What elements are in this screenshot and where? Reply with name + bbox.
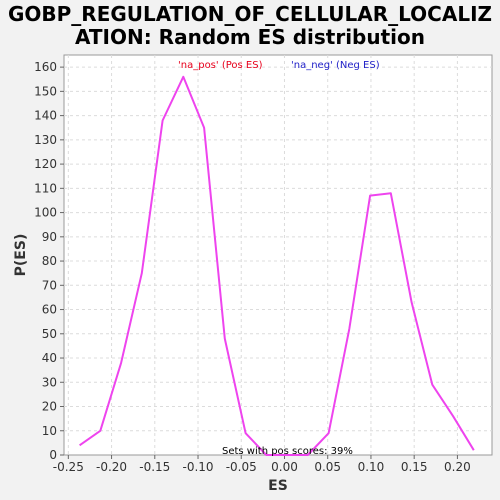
x-tick-label: -0.15 xyxy=(139,460,170,474)
y-tick-label: 60 xyxy=(42,303,57,317)
y-tick-label: 110 xyxy=(34,181,57,195)
x-axis-label: ES xyxy=(268,478,288,494)
y-tick-label: 20 xyxy=(42,400,57,414)
x-tick-label: 0.00 xyxy=(271,460,298,474)
y-tick-label: 30 xyxy=(42,375,57,389)
legend-entry-na-neg: 'na_neg' (Neg ES) xyxy=(291,60,380,71)
x-tick-label: 0.05 xyxy=(314,460,341,474)
x-tick-label: -0.25 xyxy=(53,460,84,474)
series-layer xyxy=(79,75,475,456)
chart-title-line-2: ATION: Random ES distribution xyxy=(75,25,425,49)
axes: 0 10 20 30 40 50 60 70 80 90 100 110 120 130 140 150 160… xyxy=(34,60,471,474)
y-tick-label: 50 xyxy=(42,327,57,341)
y-tick-label: 120 xyxy=(34,157,57,171)
y-tick-label: 40 xyxy=(42,351,57,365)
grid-lines xyxy=(64,55,492,455)
y-tick-label: 100 xyxy=(34,206,57,220)
y-tick-label: 130 xyxy=(34,133,57,147)
y-tick-label: 140 xyxy=(34,109,57,123)
x-tick-label: -0.05 xyxy=(226,460,257,474)
x-tick-label: 0.15 xyxy=(401,460,428,474)
y-tick-label: 0 xyxy=(49,448,57,462)
x-tick-label: 0.20 xyxy=(444,460,471,474)
x-tick-label: 0.10 xyxy=(358,460,385,474)
pos-scores-annotation: Sets with pos scores: 39% xyxy=(222,446,353,457)
y-tick-label: 70 xyxy=(42,278,57,292)
y-tick-label: 150 xyxy=(34,84,57,98)
y-tick-label: 80 xyxy=(42,254,57,268)
chart-title-line-1: GOBP_REGULATION_OF_CELLULAR_LOCALIZ xyxy=(8,2,492,26)
legend-entry-na-pos: 'na_pos' (Pos ES) xyxy=(178,60,263,71)
y-tick-label: 90 xyxy=(42,230,57,244)
series-line-0 xyxy=(79,75,475,456)
plot-area xyxy=(63,54,493,456)
x-tick-label: -0.10 xyxy=(182,460,213,474)
y-tick-label: 160 xyxy=(34,60,57,74)
x-tick-label: -0.20 xyxy=(96,460,127,474)
y-tick-label: 10 xyxy=(42,424,57,438)
y-axis-label: P(ES) xyxy=(13,234,29,277)
